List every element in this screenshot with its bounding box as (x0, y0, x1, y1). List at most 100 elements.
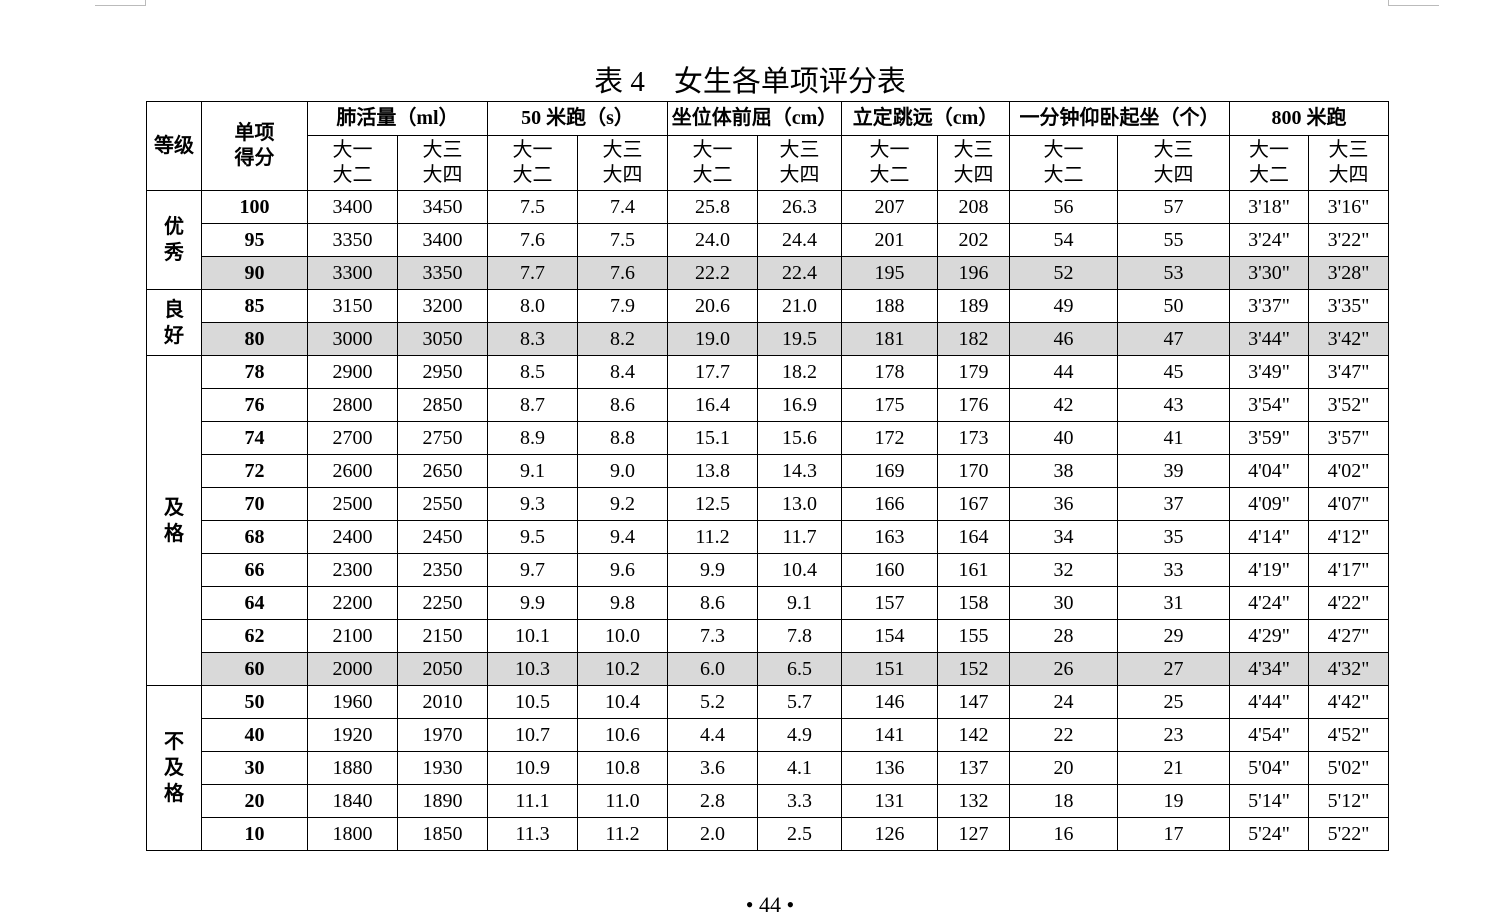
value-cell: 9.7 (487, 553, 578, 587)
value-cell: 22 (1009, 718, 1118, 752)
value-cell: 13.0 (757, 487, 842, 521)
value-cell: 132 (937, 784, 1010, 818)
table-row: 30 1880 1930 10.9 10.8 3.6 4.1 136 137 20 21 5'04" 5… (147, 751, 1389, 785)
value-cell: 24.4 (757, 223, 842, 257)
value-cell: 3'44" (1229, 322, 1309, 356)
value-cell: 10.4 (577, 685, 668, 719)
value-cell: 9.1 (487, 454, 578, 488)
value-cell: 3000 (307, 322, 398, 356)
value-cell: 20 (1009, 751, 1118, 785)
value-cell: 178 (841, 355, 938, 389)
value-cell: 50 (1117, 289, 1230, 323)
value-cell: 3'18" (1229, 190, 1309, 224)
value-cell: 201 (841, 223, 938, 257)
value-cell: 170 (937, 454, 1010, 488)
value-cell: 24.0 (667, 223, 758, 257)
value-cell: 154 (841, 619, 938, 653)
value-cell: 2.5 (757, 817, 842, 851)
value-cell: 164 (937, 520, 1010, 554)
value-cell: 4'34" (1229, 652, 1309, 686)
value-cell: 137 (937, 751, 1010, 785)
value-cell: 17 (1117, 817, 1230, 851)
value-cell: 2950 (397, 355, 488, 389)
value-cell: 2000 (307, 652, 398, 686)
value-cell: 3300 (307, 256, 398, 290)
value-cell: 160 (841, 553, 938, 587)
value-cell: 4.1 (757, 751, 842, 785)
subheader-cell-text: 大一大二 (332, 139, 373, 186)
subheader-cell: 大三大四 (1117, 135, 1230, 191)
score-cell: 76 (201, 388, 308, 422)
value-cell: 2800 (307, 388, 398, 422)
score-cell: 70 (201, 487, 308, 521)
value-cell: 18.2 (757, 355, 842, 389)
value-cell: 16 (1009, 817, 1118, 851)
subheader-cell: 大三大四 (397, 135, 488, 191)
value-cell: 49 (1009, 289, 1118, 323)
value-cell: 3'37" (1229, 289, 1309, 323)
value-cell: 4'32" (1308, 652, 1389, 686)
value-cell: 5.7 (757, 685, 842, 719)
table-row: 72 2600 2650 9.1 9.0 13.8 14.3 169 170 38 39 4'04" 4… (147, 454, 1389, 488)
value-cell: 9.0 (577, 454, 668, 488)
subheader-cell: 大一大二 (307, 135, 398, 191)
score-cell: 80 (201, 322, 308, 356)
value-cell: 56 (1009, 190, 1118, 224)
score-cell: 50 (201, 685, 308, 719)
value-cell: 3200 (397, 289, 488, 323)
value-cell: 4.9 (757, 718, 842, 752)
value-cell: 3400 (307, 190, 398, 224)
grade-cell: 及格 (146, 355, 202, 686)
table-row: 95 3350 3400 7.6 7.5 24.0 24.4 201 202 54 55 3'24" 3… (147, 223, 1389, 257)
value-cell: 22.2 (667, 256, 758, 290)
grade-cell-text: 良好 (164, 298, 184, 347)
value-cell: 161 (937, 553, 1010, 587)
value-cell: 3'52" (1308, 388, 1389, 422)
header-cell: 一分钟仰卧起坐（个） (1009, 101, 1230, 136)
value-cell: 141 (841, 718, 938, 752)
value-cell: 53 (1117, 256, 1230, 290)
value-cell: 25.8 (667, 190, 758, 224)
value-cell: 10.4 (757, 553, 842, 587)
subheader-cell-text: 大三大四 (779, 139, 820, 186)
value-cell: 1920 (307, 718, 398, 752)
value-cell: 17.7 (667, 355, 758, 389)
value-cell: 8.6 (667, 586, 758, 620)
value-cell: 24 (1009, 685, 1118, 719)
value-cell: 19 (1117, 784, 1230, 818)
subheader-cell: 大三大四 (1308, 135, 1389, 191)
value-cell: 4'27" (1308, 619, 1389, 653)
subheader-cell-text: 大三大四 (602, 139, 643, 186)
value-cell: 1970 (397, 718, 488, 752)
value-cell: 167 (937, 487, 1010, 521)
grade-cell-text: 不及格 (164, 731, 184, 805)
value-cell: 4'24" (1229, 586, 1309, 620)
value-cell: 27 (1117, 652, 1230, 686)
value-cell: 8.2 (577, 322, 668, 356)
score-cell: 90 (201, 256, 308, 290)
header-row: 大一大二 大三大四 大一大二 大三大四 大一大二 大三大四 大一大二 大三大四 大一大二 大三大四… (147, 135, 1389, 191)
value-cell: 5'14" (1229, 784, 1309, 818)
value-cell: 14.3 (757, 454, 842, 488)
value-cell: 21 (1117, 751, 1230, 785)
value-cell: 2450 (397, 520, 488, 554)
value-cell: 13.8 (667, 454, 758, 488)
value-cell: 46 (1009, 322, 1118, 356)
value-cell: 1930 (397, 751, 488, 785)
value-cell: 3400 (397, 223, 488, 257)
value-cell: 33 (1117, 553, 1230, 587)
value-cell: 175 (841, 388, 938, 422)
header-cell: 单项得分 (201, 101, 308, 191)
value-cell: 8.3 (487, 322, 578, 356)
value-cell: 43 (1117, 388, 1230, 422)
value-cell: 3.3 (757, 784, 842, 818)
grade-cell: 优秀 (146, 190, 202, 290)
value-cell: 1890 (397, 784, 488, 818)
table-row: 及格 78 2900 2950 8.5 8.4 17.7 18.2 178 179 44 45 3'49… (146, 355, 1389, 686)
value-cell: 9.3 (487, 487, 578, 521)
grade-cell-text: 优秀 (164, 216, 184, 264)
value-cell: 41 (1117, 421, 1230, 455)
grade-cell-text: 及格 (164, 496, 184, 545)
value-cell: 4'12" (1308, 520, 1389, 554)
